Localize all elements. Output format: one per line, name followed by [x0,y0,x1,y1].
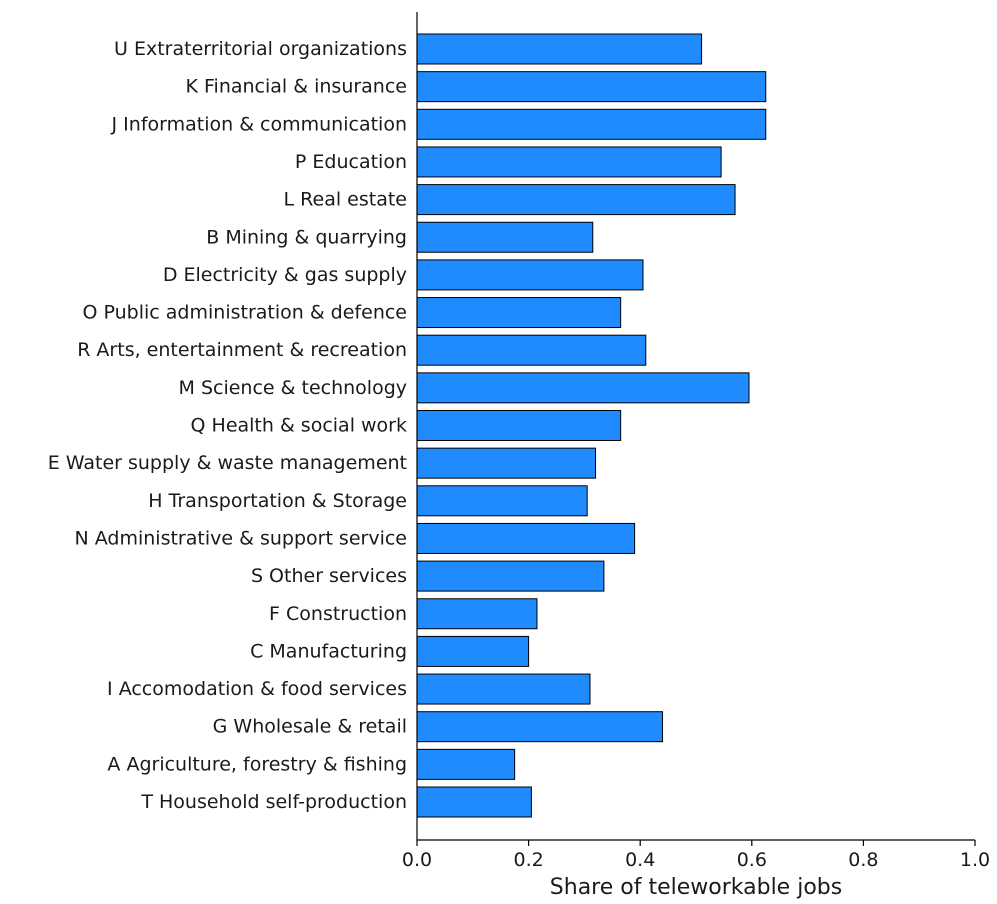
category-label: S Other services [251,565,407,587]
x-tick-label: 1.0 [960,849,990,871]
bar [416,33,703,65]
x-ticks-layer: 0.0 0.2 0.4 0.6 0.8 1.0 [402,840,990,871]
bar [416,221,594,253]
bar [416,372,750,404]
bar [416,297,622,329]
bar [416,711,664,743]
category-label: A Agriculture, forestry & fishing [107,753,407,775]
category-label: H Transportation & Storage [148,490,407,512]
bar [416,184,736,216]
category-label: I Accomodation & food services [107,678,407,700]
category-label: J Information & communication [111,113,407,135]
category-label: K Financial & insurance [186,76,408,98]
category-label: M Science & technology [179,377,407,399]
category-label: Q Health & social work [191,415,407,437]
category-label: P Education [295,151,407,173]
bar [416,635,530,667]
category-label: B Mining & quarrying [206,226,407,248]
category-label: C Manufacturing [250,640,407,662]
category-labels-layer: U Extraterritorial organizations K Financ… [48,38,407,813]
bar [416,598,538,630]
bar [416,485,588,517]
x-tick-label: 0.4 [625,849,655,871]
category-label: L Real estate [284,189,407,211]
category-label: G Wholesale & retail [213,716,407,738]
bar [416,334,647,366]
x-tick-label: 0.0 [402,849,432,871]
bar [416,71,767,103]
bars-layer [416,33,767,818]
x-tick-label: 0.8 [848,849,878,871]
bar [416,108,767,140]
bar [416,447,597,479]
category-label: F Construction [269,603,407,625]
bar [416,259,644,291]
category-label: U Extraterritorial organizations [114,38,407,60]
category-label: R Arts, entertainment & recreation [77,339,407,361]
x-axis-title: Share of teleworkable jobs [550,875,842,900]
bar [416,522,636,554]
category-label: E Water supply & waste management [48,452,407,474]
bar [416,410,622,441]
bar [416,786,532,818]
x-tick-label: 0.2 [513,849,543,871]
bar [416,673,591,705]
category-label: T Household self-production [140,791,407,813]
category-label: D Electricity & gas supply [163,264,407,286]
bar [416,748,516,780]
category-label: N Administrative & support service [75,527,408,549]
bar [416,560,605,592]
category-label: O Public administration & defence [83,302,407,324]
x-tick-label: 0.6 [737,849,767,871]
bar [416,146,722,178]
